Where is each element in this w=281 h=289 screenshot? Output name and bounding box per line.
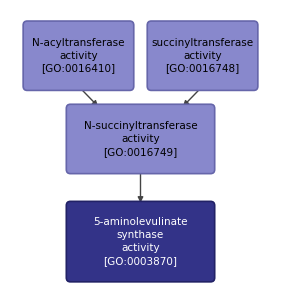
Text: 5-aminolevulinate
synthase
activity
[GO:0003870]: 5-aminolevulinate synthase activity [GO:… xyxy=(93,217,188,266)
FancyBboxPatch shape xyxy=(147,21,258,90)
FancyBboxPatch shape xyxy=(23,21,134,90)
FancyBboxPatch shape xyxy=(66,201,215,282)
Text: succinyltransferase
activity
[GO:0016748]: succinyltransferase activity [GO:0016748… xyxy=(151,38,254,73)
FancyBboxPatch shape xyxy=(66,104,215,174)
Text: N-succinyltransferase
activity
[GO:0016749]: N-succinyltransferase activity [GO:00167… xyxy=(84,121,197,157)
Text: N-acyltransferase
activity
[GO:0016410]: N-acyltransferase activity [GO:0016410] xyxy=(32,38,125,73)
